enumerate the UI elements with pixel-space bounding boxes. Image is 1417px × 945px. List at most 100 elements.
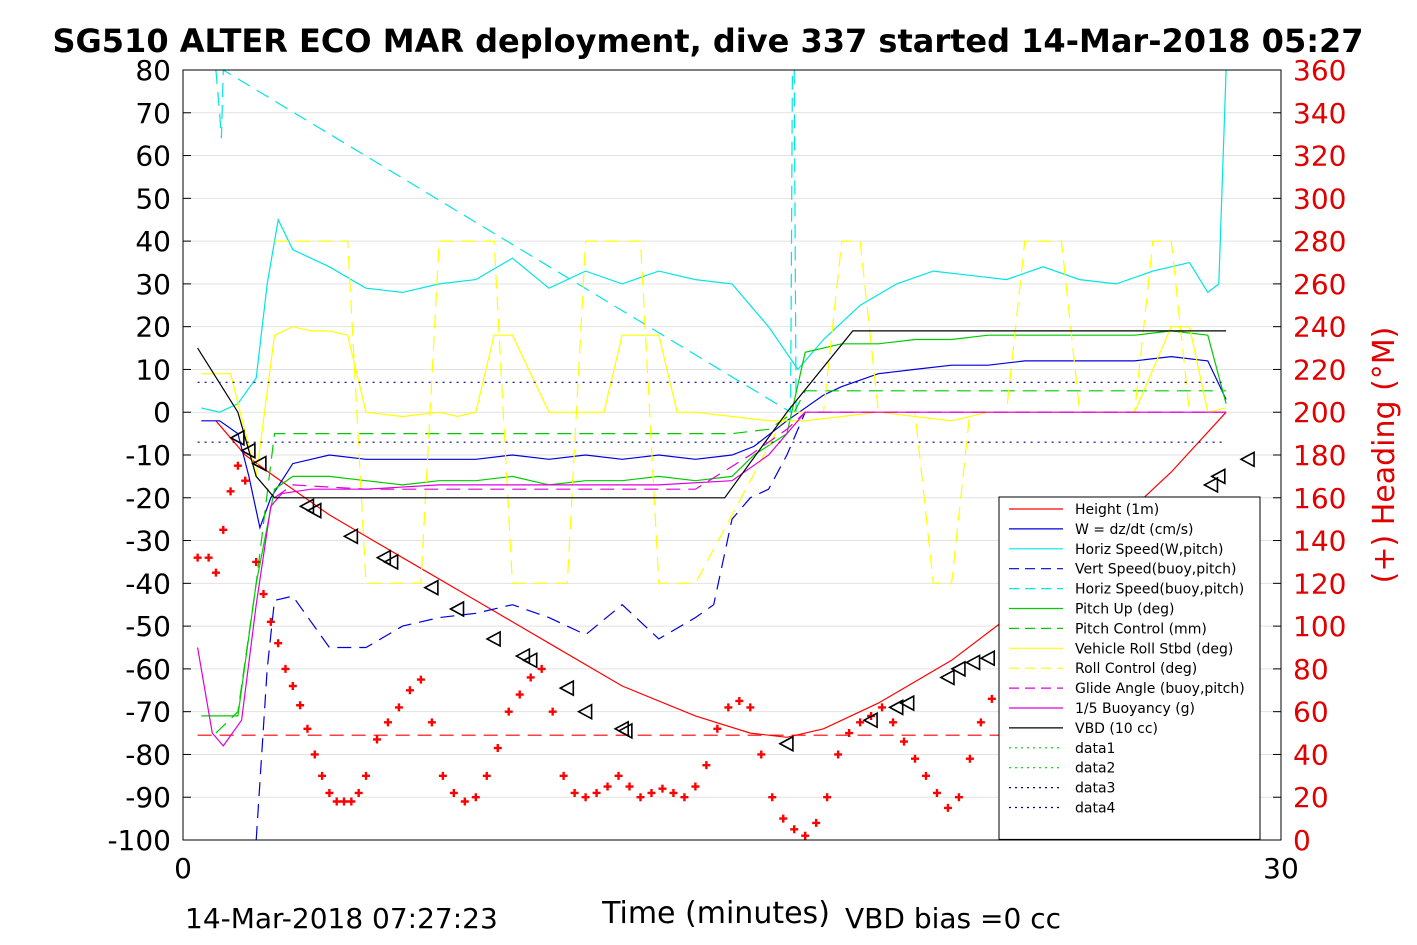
left-tick-label: -70: [125, 696, 171, 729]
right-tick-label: 260: [1293, 268, 1346, 301]
legend-label: Horiz Speed(buoy,pitch): [1075, 582, 1244, 598]
heading-point: [310, 750, 319, 759]
triangle-marker: [382, 553, 399, 571]
heading-point: [332, 797, 341, 806]
heading-point: [647, 788, 656, 797]
triangle-marker: [888, 699, 904, 716]
legend-label: Pitch Control (mm): [1075, 621, 1207, 637]
heading-point: [233, 461, 242, 470]
heading-point: [219, 525, 228, 534]
left-tick-label: -80: [125, 738, 171, 771]
heading-point: [845, 729, 854, 738]
series-line-10: [197, 411, 1227, 747]
x-axis-ticks: 0 30: [174, 832, 1299, 885]
right-tick-label: 160: [1293, 482, 1346, 515]
left-tick-label: -60: [125, 653, 171, 686]
right-tick-label: 320: [1293, 140, 1346, 173]
heading-point: [211, 568, 220, 577]
right-axis-label: (+) Heading (°M): [1367, 327, 1402, 584]
left-tick-label: 40: [135, 225, 171, 258]
heading-point: [658, 784, 667, 793]
heading-point: [636, 793, 645, 802]
left-tick-label: -20: [125, 482, 171, 515]
legend-label: Glide Angle (buoy,pitch): [1075, 681, 1245, 697]
triangle-marker: [576, 703, 593, 721]
heading-point: [537, 664, 546, 673]
heading-point: [372, 735, 381, 744]
series-line-9: [274, 411, 1227, 499]
heading-point: [625, 782, 634, 791]
right-tick-label: 240: [1293, 311, 1346, 344]
left-tick-label: 80: [135, 54, 171, 87]
triangle-marker: [251, 455, 267, 472]
left-tick-label: 10: [135, 353, 171, 386]
heading-point: [889, 718, 898, 727]
triangle-marker: [617, 722, 633, 740]
triangle-marker: [558, 679, 575, 697]
heading-point: [976, 718, 985, 727]
right-tick-label: 300: [1293, 182, 1346, 215]
heading-point: [801, 831, 810, 840]
series-line-4: [215, 70, 797, 414]
triangle-marker: [240, 442, 256, 460]
heading-point: [340, 797, 349, 806]
legend-label: Pitch Up (deg): [1075, 602, 1174, 618]
heading-point: [757, 750, 766, 759]
triangle-marker: [964, 654, 981, 671]
vbd-bias-footer: VBD bias =0 cc: [845, 902, 1061, 935]
triangle-marker: [950, 660, 966, 678]
series-lines: [197, 70, 1227, 840]
left-tick-label: 70: [135, 97, 171, 130]
heading-point: [274, 639, 283, 648]
heading-point: [603, 782, 612, 791]
left-tick-label: 50: [135, 182, 171, 215]
heading-point: [354, 788, 363, 797]
right-axis-ticks: 3603403203002802602402202001801601401201…: [1273, 54, 1346, 857]
right-tick-label: 40: [1293, 738, 1329, 771]
series-line-2: [201, 70, 1227, 413]
left-tick-label: 20: [135, 311, 171, 344]
heading-point: [259, 590, 268, 599]
right-tick-label: 20: [1293, 781, 1329, 814]
heading-point: [790, 825, 799, 834]
right-tick-label: 340: [1293, 97, 1346, 130]
heading-point: [954, 793, 963, 802]
triangle-marker: [229, 429, 245, 447]
heading-point: [746, 703, 755, 712]
heading-point: [779, 814, 788, 823]
legend-label: Horiz Speed(W,pitch): [1075, 542, 1223, 558]
heading-point: [911, 754, 919, 763]
heading-point: [592, 788, 601, 797]
triangle-marker: [862, 711, 878, 729]
heading-point: [460, 797, 469, 806]
left-tick-label: 30: [135, 268, 171, 301]
triangle-marker: [1210, 468, 1226, 485]
x-tick-label: 0: [174, 852, 192, 885]
right-tick-label: 80: [1293, 653, 1329, 686]
heading-point: [241, 476, 250, 485]
heading-point: [691, 782, 700, 791]
series-line-8: [274, 240, 1208, 584]
heading-point: [482, 771, 491, 780]
heading-point: [438, 771, 447, 780]
right-tick-label: 100: [1293, 610, 1346, 643]
heading-point: [296, 701, 305, 710]
heading-point: [193, 553, 202, 562]
x-axis-label: Time (minutes): [601, 896, 830, 931]
heading-point: [347, 797, 356, 806]
heading-point: [943, 803, 952, 812]
legend: Height (1m) W = dz/dt (cm/s) Horiz Speed(W…: [998, 496, 1261, 840]
legend-label: VBD (10 cc): [1075, 721, 1158, 737]
triangle-marker: [1239, 450, 1255, 468]
heading-point: [226, 487, 235, 496]
legend-label: data3: [1075, 781, 1115, 797]
heading-point: [812, 818, 821, 827]
triangle-marker: [778, 735, 794, 753]
triangle-marker: [298, 497, 315, 515]
heading-point: [965, 754, 974, 763]
heading-point: [405, 686, 414, 695]
right-tick-label: 280: [1293, 225, 1346, 258]
heading-point: [204, 553, 213, 562]
heading-point: [471, 793, 480, 802]
heading-point: [932, 788, 941, 797]
